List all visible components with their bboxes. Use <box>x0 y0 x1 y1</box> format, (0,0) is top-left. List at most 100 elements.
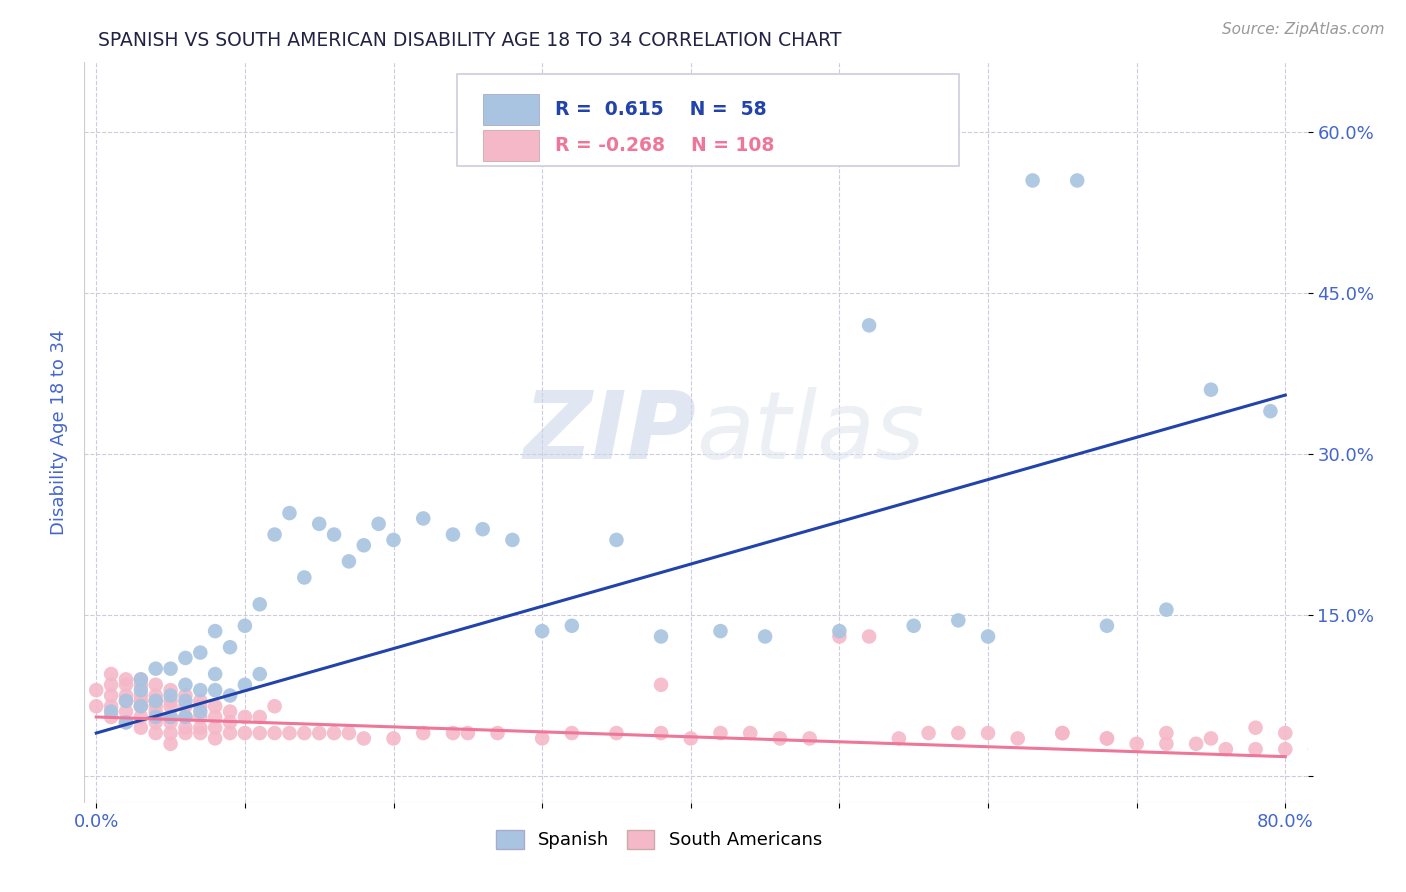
Point <box>1215 742 1237 756</box>
Point <box>561 619 583 633</box>
Point <box>145 662 167 676</box>
FancyBboxPatch shape <box>457 73 959 166</box>
Point <box>174 710 197 724</box>
Point <box>1393 747 1406 762</box>
Point <box>1364 742 1386 756</box>
Point <box>531 731 554 746</box>
Point <box>174 678 197 692</box>
Point <box>219 640 242 655</box>
Point <box>754 630 776 644</box>
Point <box>858 630 880 644</box>
Point <box>948 726 970 740</box>
Point <box>561 726 583 740</box>
Point <box>353 731 375 746</box>
Point <box>129 721 152 735</box>
Point <box>188 683 211 698</box>
Point <box>115 678 138 692</box>
Point <box>382 533 405 547</box>
Point <box>1156 602 1178 616</box>
Point <box>1052 726 1074 740</box>
Point <box>129 699 152 714</box>
Point <box>353 538 375 552</box>
Point <box>323 726 346 740</box>
Point <box>441 527 464 541</box>
Point <box>145 715 167 730</box>
Point <box>204 721 226 735</box>
Point <box>903 619 925 633</box>
Point <box>769 731 792 746</box>
Point <box>323 527 346 541</box>
Point <box>828 630 851 644</box>
Point <box>84 683 107 698</box>
Point <box>159 689 181 703</box>
Point <box>1185 737 1208 751</box>
Point <box>263 699 285 714</box>
Text: Source: ZipAtlas.com: Source: ZipAtlas.com <box>1222 22 1385 37</box>
Point <box>129 699 152 714</box>
Point <box>1199 731 1222 746</box>
Point <box>159 710 181 724</box>
Point <box>115 689 138 703</box>
Point <box>977 630 1000 644</box>
Point <box>263 527 285 541</box>
Point <box>204 731 226 746</box>
Point <box>679 731 702 746</box>
Point <box>337 554 360 568</box>
Point <box>858 318 880 333</box>
Point <box>486 726 509 740</box>
Point <box>129 694 152 708</box>
Point <box>1244 721 1267 735</box>
Point <box>278 726 301 740</box>
Point <box>145 705 167 719</box>
Point <box>219 705 242 719</box>
Point <box>412 726 434 740</box>
Point <box>174 710 197 724</box>
Point <box>441 726 464 740</box>
Point <box>219 715 242 730</box>
Point <box>159 710 181 724</box>
Point <box>249 726 271 740</box>
Point <box>188 699 211 714</box>
Point <box>1244 742 1267 756</box>
Point <box>977 726 1000 740</box>
Point <box>292 570 315 584</box>
Point <box>249 597 271 611</box>
Point <box>129 673 152 687</box>
Point <box>948 614 970 628</box>
Point <box>115 694 138 708</box>
Point <box>233 726 256 740</box>
Point <box>100 710 122 724</box>
Point <box>233 710 256 724</box>
Text: R = -0.268    N = 108: R = -0.268 N = 108 <box>555 136 775 155</box>
Point <box>740 726 762 740</box>
FancyBboxPatch shape <box>484 94 540 125</box>
Point <box>1021 173 1043 187</box>
Point <box>219 726 242 740</box>
FancyBboxPatch shape <box>484 130 540 161</box>
Point <box>292 726 315 740</box>
Point <box>1260 404 1282 418</box>
Y-axis label: Disability Age 18 to 34: Disability Age 18 to 34 <box>49 330 67 535</box>
Point <box>145 694 167 708</box>
Point <box>1052 726 1074 740</box>
Point <box>145 689 167 703</box>
Point <box>828 624 851 639</box>
Point <box>129 683 152 698</box>
Point <box>337 726 360 740</box>
Point <box>650 726 672 740</box>
Point <box>204 699 226 714</box>
Point <box>129 678 152 692</box>
Point <box>174 694 197 708</box>
Point <box>650 630 672 644</box>
Point <box>100 689 122 703</box>
Point <box>188 705 211 719</box>
Point <box>115 705 138 719</box>
Point <box>1095 731 1118 746</box>
Point <box>100 699 122 714</box>
Point <box>159 662 181 676</box>
Point <box>917 726 939 740</box>
Point <box>457 726 479 740</box>
Point <box>100 705 122 719</box>
Point <box>709 624 731 639</box>
Point <box>145 699 167 714</box>
